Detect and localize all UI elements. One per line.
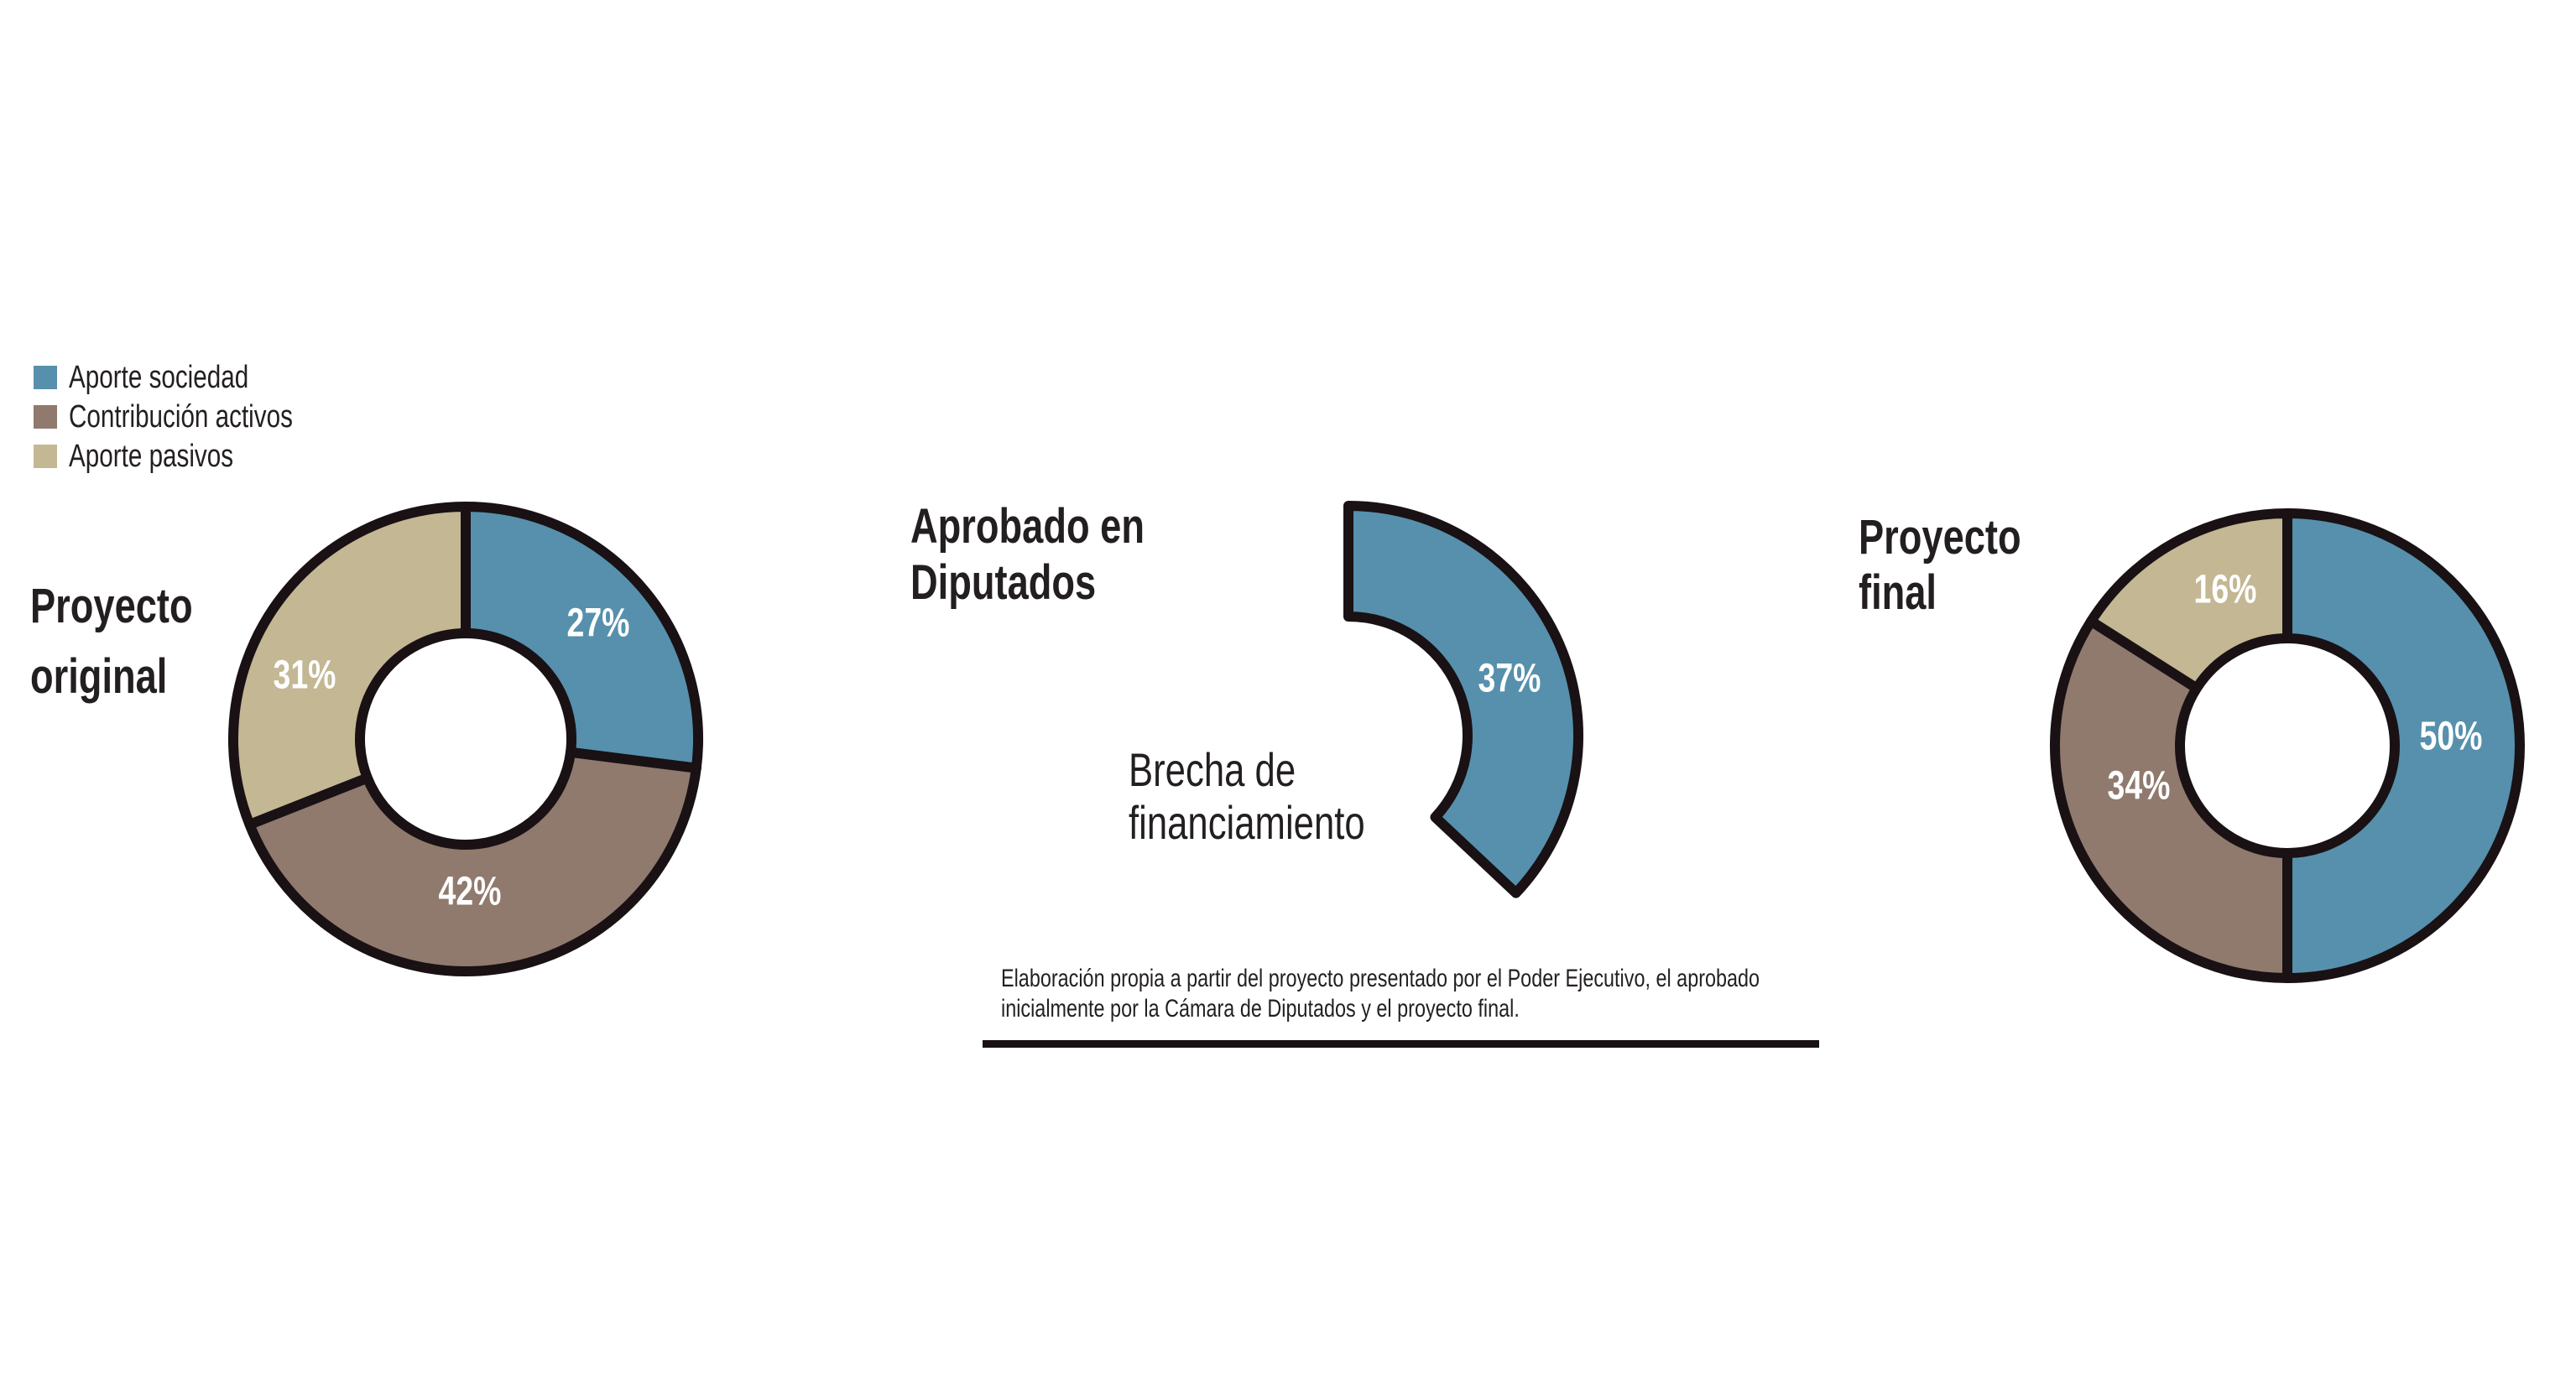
legend-label-text: Aporte pasivos — [69, 439, 234, 474]
proyecto-original-slice-aporte-sociedad — [461, 502, 703, 773]
legend-swatch-brown — [34, 405, 57, 429]
proyecto-original-value-label: 31% — [273, 653, 336, 698]
chart-title-aprobado-en-diputados: Aprobado en Diputados — [910, 502, 1211, 614]
legend-label: Contribución activos — [69, 399, 356, 435]
legend-item-aporte-pasivos: Aporte pasivos — [34, 439, 356, 474]
legend-swatch-blue — [34, 366, 57, 389]
legend-label-text: Contribución activos — [69, 399, 293, 435]
proyecto-final-slice-aporte-sociedad — [2282, 508, 2525, 983]
title-line: Proyecto — [30, 579, 193, 633]
legend-label: Aporte pasivos — [69, 439, 279, 474]
proyecto-original-value-label: 27% — [566, 601, 630, 646]
title-line: final — [1859, 565, 1937, 620]
legend: Aporte sociedad Contribución activos Apo… — [34, 360, 356, 484]
title-line: Proyecto — [1859, 510, 2021, 565]
footnote: Elaboración propia a partir del proyecto… — [1001, 965, 1974, 1025]
title-line: Aprobado en — [910, 499, 1145, 554]
legend-label-text: Aporte sociedad — [69, 360, 249, 395]
proyecto-final-value-label: 34% — [2107, 763, 2171, 809]
legend-label: Aporte sociedad — [69, 360, 300, 395]
proyecto-original-slice-aporte-pasivos — [228, 502, 471, 830]
proyecto-final-slice-aporte-pasivos — [2086, 508, 2292, 694]
title-line: original — [30, 649, 168, 704]
proyecto-final-value-label: 16% — [2193, 567, 2257, 612]
proyecto-final-slice-contribuci-n-activos — [2050, 616, 2292, 983]
gap-annotation-line: Brecha de — [1129, 743, 1296, 796]
footnote-rule — [983, 1040, 1819, 1048]
title-line: Diputados — [910, 555, 1097, 610]
gap-annotation-brecha-de-financiamiento: Brecha de financiamiento — [1129, 745, 1431, 851]
legend-item-aporte-sociedad: Aporte sociedad — [34, 360, 356, 395]
chart-title-proyecto-original: Proyecto original — [30, 577, 238, 718]
proyecto-original-value-label: 42% — [438, 869, 502, 914]
footnote-line: Elaboración propia a partir del proyecto… — [1001, 965, 1760, 992]
gap-annotation-line: financiamiento — [1129, 796, 1365, 849]
proyecto-original-slice-contribuci-n-activos — [244, 747, 701, 977]
aprobado-en-diputados-slice-aporte-sociedad — [1343, 501, 1583, 898]
legend-swatch-tan — [34, 445, 57, 468]
footnote-line: inicialmente por la Cámara de Diputados … — [1001, 995, 1520, 1023]
chart-title-proyecto-final: Proyecto final — [1859, 513, 2067, 623]
legend-item-contribucion-activos: Contribución activos — [34, 399, 356, 435]
aprobado-en-diputados-value-label: 37% — [1478, 656, 1541, 701]
proyecto-final-value-label: 50% — [2419, 714, 2482, 759]
